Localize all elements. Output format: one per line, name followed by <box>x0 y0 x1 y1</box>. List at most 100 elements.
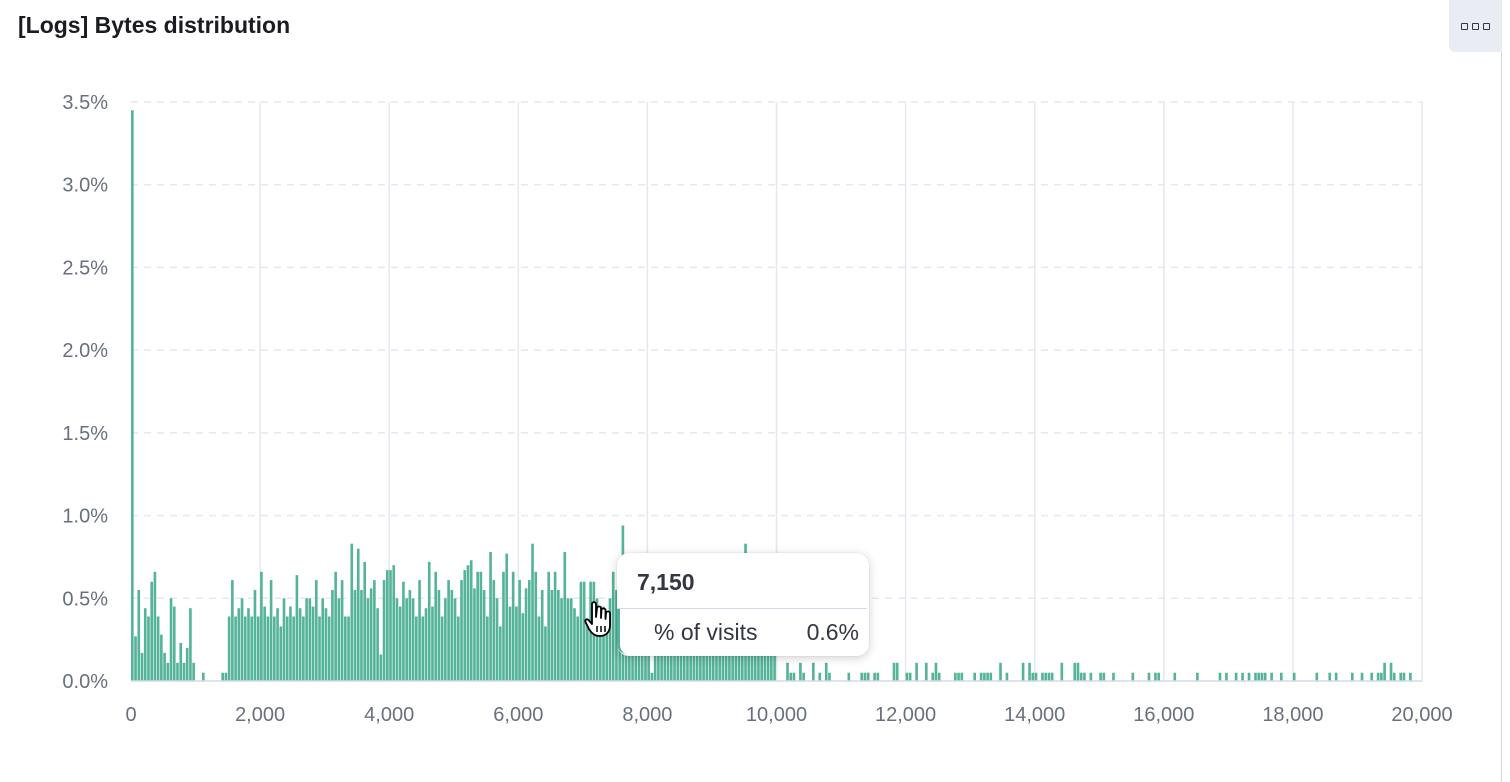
histogram-bar <box>986 672 989 681</box>
histogram-bar <box>1247 672 1251 681</box>
histogram-bar <box>1147 672 1151 681</box>
histogram-bar <box>1112 672 1115 681</box>
histogram-bar <box>550 590 554 681</box>
histogram-bar <box>489 551 492 681</box>
histogram-bar <box>269 580 273 681</box>
histogram-bar <box>231 580 234 681</box>
histogram-bar <box>385 570 389 681</box>
histogram-bar <box>611 571 615 681</box>
histogram-bar <box>557 590 560 681</box>
histogram-bar <box>1041 672 1044 681</box>
histogram-bar <box>292 616 296 681</box>
histogram-bar <box>356 548 360 681</box>
histogram-bar <box>615 590 618 681</box>
histogram-bar <box>1154 672 1157 681</box>
histogram-bar <box>1279 672 1283 681</box>
histogram-bar <box>479 571 483 681</box>
histogram-bar <box>360 590 363 681</box>
histogram-bar <box>256 616 260 681</box>
chart-tooltip: 7,150 % of visits 0.6% <box>617 553 869 656</box>
histogram-bar <box>192 662 195 681</box>
histogram-bar <box>353 590 357 681</box>
histogram-bar <box>979 672 983 681</box>
x-tick-label: 2,000 <box>235 704 285 726</box>
histogram-bar <box>453 598 457 681</box>
panel-options-button[interactable] <box>1449 0 1502 52</box>
panel-title: [Logs] Bytes distribution <box>18 12 291 38</box>
histogram-bar <box>160 634 163 681</box>
histogram-bar <box>531 543 534 681</box>
histogram-bar <box>240 598 244 681</box>
histogram-bar <box>1399 672 1403 681</box>
histogram-bar <box>766 634 770 681</box>
histogram-bar <box>566 598 570 681</box>
histogram-bar <box>308 598 312 681</box>
histogram-bar <box>182 662 186 681</box>
histogram-bar <box>366 598 370 681</box>
histogram-bar <box>1073 662 1077 681</box>
histogram-bar <box>863 672 867 681</box>
histogram-bar <box>812 662 815 681</box>
y-tick-label: 3.5% <box>62 92 108 114</box>
histogram-bar <box>1079 672 1083 681</box>
histogram-bar <box>260 571 263 681</box>
histogram-bar <box>1099 672 1102 681</box>
histogram-bar <box>602 606 605 681</box>
three-dots-menu-icon <box>1461 22 1490 30</box>
histogram-bar <box>569 598 573 681</box>
histogram-bar <box>424 608 428 681</box>
histogram-bar <box>537 616 541 681</box>
histogram-bar <box>389 570 392 681</box>
histogram-bar <box>237 608 241 681</box>
histogram-bar <box>289 606 292 681</box>
histogram-bar <box>1005 672 1009 681</box>
y-tick-label: 2.5% <box>62 257 108 279</box>
histogram-bar <box>437 590 441 681</box>
histogram-bar <box>1315 672 1319 681</box>
histogram-bar <box>1234 672 1238 681</box>
histogram-bar <box>508 606 512 681</box>
histogram-bar <box>605 616 609 681</box>
histogram-bar <box>908 672 912 681</box>
histogram-bar <box>876 672 880 681</box>
histogram-bar <box>1225 672 1228 681</box>
histogram-bar <box>1370 672 1373 681</box>
histogram-bar <box>379 654 383 681</box>
histogram-bar <box>524 588 528 681</box>
histogram-bar <box>376 608 379 681</box>
x-tick-label: 4,000 <box>364 704 414 726</box>
histogram-bar <box>469 560 473 681</box>
histogram-bar <box>586 623 589 681</box>
histogram-bar <box>382 580 386 681</box>
histogram-bar <box>169 598 173 681</box>
histogram-bar <box>476 571 479 681</box>
histogram-bar <box>311 606 315 681</box>
histogram-bar <box>1402 672 1406 681</box>
histogram-bar <box>1076 662 1080 681</box>
histogram-bar <box>140 652 144 681</box>
histogram-bar <box>957 672 960 681</box>
histogram-bar <box>408 590 412 681</box>
x-tick-label: 18,000 <box>1262 704 1323 726</box>
histogram-bar <box>1260 672 1264 681</box>
histogram-bar <box>243 616 247 681</box>
histogram-bar <box>450 590 454 681</box>
histogram-bar <box>789 672 793 681</box>
histogram-bar <box>1257 672 1261 681</box>
histogram-bar <box>1089 672 1093 681</box>
histogram-bar <box>153 571 157 681</box>
histogram-bar <box>563 551 567 681</box>
histogram-bar <box>973 672 977 681</box>
histogram-bar <box>905 672 909 681</box>
x-tick-label: 6,000 <box>493 704 543 726</box>
histogram-bar <box>598 606 602 681</box>
histogram-bar <box>1376 672 1380 681</box>
histogram-bar <box>250 616 254 681</box>
histogram-bar <box>273 616 276 681</box>
histogram-bar <box>411 598 415 681</box>
histogram-bar <box>131 110 134 682</box>
histogram-bar <box>924 662 928 681</box>
histogram-bar <box>460 580 463 681</box>
pointer-hand-icon <box>584 601 611 637</box>
